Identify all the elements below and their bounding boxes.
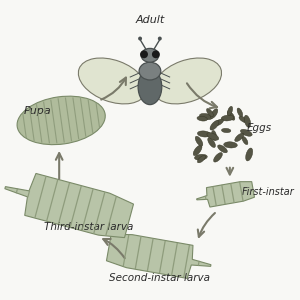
Ellipse shape <box>138 69 162 105</box>
Ellipse shape <box>239 116 248 123</box>
Ellipse shape <box>197 116 207 121</box>
Ellipse shape <box>210 109 218 118</box>
Ellipse shape <box>212 130 217 141</box>
Ellipse shape <box>246 148 253 161</box>
Polygon shape <box>106 234 211 278</box>
Text: Third-instar larva: Third-instar larva <box>44 222 134 232</box>
Text: Pupa: Pupa <box>24 106 51 116</box>
Ellipse shape <box>195 136 203 146</box>
Ellipse shape <box>227 111 235 120</box>
Ellipse shape <box>214 119 224 126</box>
Ellipse shape <box>193 145 202 156</box>
Ellipse shape <box>138 37 142 41</box>
Text: Eggs: Eggs <box>247 123 272 133</box>
Ellipse shape <box>152 50 160 58</box>
Ellipse shape <box>221 128 231 133</box>
Ellipse shape <box>78 58 147 104</box>
Text: Adult: Adult <box>135 15 165 25</box>
Ellipse shape <box>194 154 207 160</box>
Ellipse shape <box>17 96 105 145</box>
Ellipse shape <box>197 131 211 137</box>
Ellipse shape <box>242 136 248 145</box>
Ellipse shape <box>200 113 212 120</box>
Ellipse shape <box>221 115 234 121</box>
Text: First-instar: First-instar <box>242 188 295 197</box>
Ellipse shape <box>153 58 221 104</box>
Ellipse shape <box>208 138 215 148</box>
Polygon shape <box>197 182 254 207</box>
Ellipse shape <box>240 129 252 136</box>
Ellipse shape <box>214 153 222 162</box>
Ellipse shape <box>235 133 244 142</box>
Ellipse shape <box>218 145 227 153</box>
Polygon shape <box>5 173 134 238</box>
Ellipse shape <box>207 133 219 140</box>
Ellipse shape <box>210 120 219 130</box>
Ellipse shape <box>224 142 237 148</box>
Ellipse shape <box>140 50 148 58</box>
Ellipse shape <box>139 62 161 80</box>
Ellipse shape <box>227 106 232 116</box>
Ellipse shape <box>158 37 162 41</box>
Text: Second-instar larva: Second-instar larva <box>109 273 210 283</box>
Ellipse shape <box>197 156 206 163</box>
Ellipse shape <box>237 108 243 117</box>
Ellipse shape <box>206 109 213 117</box>
Ellipse shape <box>141 48 159 62</box>
Ellipse shape <box>244 115 251 128</box>
